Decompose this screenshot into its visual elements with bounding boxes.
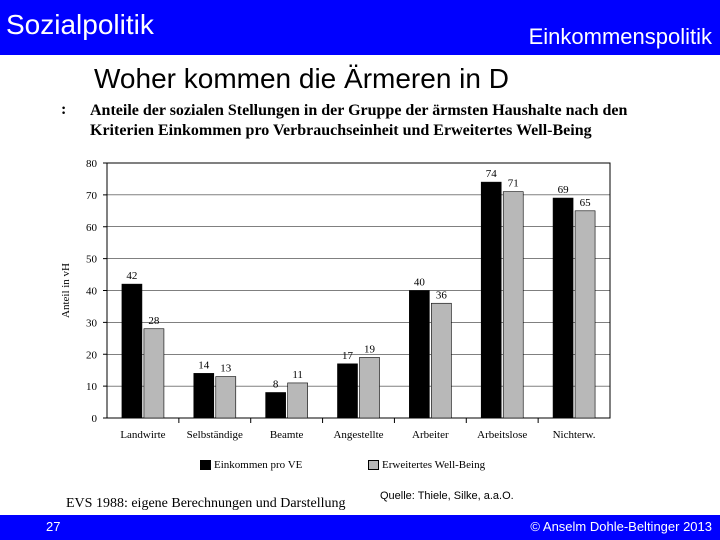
source-note: Quelle: Thiele, Silke, a.a.O. [380,490,514,502]
figure-mark: : [61,101,67,118]
y-tick-label: 20 [86,349,98,361]
x-tick-label: Nichterw. [553,429,596,441]
data-label: 28 [148,315,160,327]
data-label: 74 [486,168,498,180]
bar-series2 [431,302,452,419]
slide-title: Woher kommen die Ärmeren in D [94,63,509,94]
evs-note: EVS 1988: eigene Berechnungen und Darste… [66,496,346,511]
data-label: 14 [198,359,210,371]
data-label: 13 [220,363,232,375]
header-right-title: Einkommenspolitik [528,24,712,49]
legend-item-series1: Einkommen pro VE [200,459,302,471]
legend-label-series2: Erweitertes Well-Being [382,459,486,471]
y-tick-label: 80 [86,158,98,170]
data-label: 40 [414,277,426,289]
x-tick-label: Beamte [270,429,304,441]
copyright-text: © Anselm Dohle-Beltinger 2013 [530,519,712,534]
legend-label-series1: Einkommen pro VE [214,459,303,471]
data-label: 69 [558,184,570,196]
x-tick-label: Landwirte [120,429,165,441]
data-label: 42 [126,270,137,282]
bar-series1 [265,392,286,419]
x-tick-label: Arbeiter [412,429,449,441]
page-number: 27 [46,519,61,534]
data-label: 65 [580,197,592,209]
legend-item-series2: Erweitertes Well-Being [368,459,485,471]
figure-title: Anteile der sozialen Stellungen in der G… [90,101,627,141]
x-tick-label: Angestellte [333,429,383,441]
y-tick-label: 0 [92,413,98,425]
bar-series1 [409,290,430,419]
header-left-title: Sozialpolitik [6,9,154,40]
bar-chart: 0 10 20 30 40 50 60 70 80 Anteil in vH 42 28 Landwir… [60,158,611,441]
data-label: 17 [342,350,354,362]
bar-series1 [121,283,143,419]
footer-bar: 27 © Anselm Dohle-Beltinger 2013 [0,515,720,540]
data-label: 8 [273,379,279,391]
bar-series2 [215,376,237,419]
legend-swatch-series2 [368,460,379,471]
y-tick-label: 40 [86,286,98,298]
y-tick-label: 30 [86,317,98,329]
y-axis-label: Anteil in vH [60,263,72,318]
bar-series2 [574,210,596,419]
y-tick-label: 50 [86,254,98,266]
bar-series1 [480,181,502,419]
x-tick-label: Selbständige [187,429,243,441]
legend-swatch-series1 [200,460,211,471]
x-tick-label: Arbeitslose [477,429,527,441]
bar-series2 [502,191,524,419]
figure-title-line1: Anteile der sozialen Stellungen in der G… [90,102,628,119]
data-label: 19 [364,343,376,355]
figure-title-line2: Kriterien Einkommen pro Verbrauchseinhei… [90,122,592,139]
bar-series1 [552,197,574,419]
bar-series1 [193,373,215,419]
bar-series2 [359,357,380,419]
data-label: 71 [508,178,519,190]
y-tick-label: 10 [86,381,98,393]
y-tick-label: 60 [86,222,98,234]
data-label: 36 [436,289,448,301]
bar-series1 [337,363,358,419]
y-tick-label: 70 [86,190,98,202]
data-label: 11 [292,369,303,381]
header-bar: Sozialpolitik Einkommenspolitik [0,0,720,55]
bar-series2 [143,328,165,419]
bar-series2 [287,382,308,419]
